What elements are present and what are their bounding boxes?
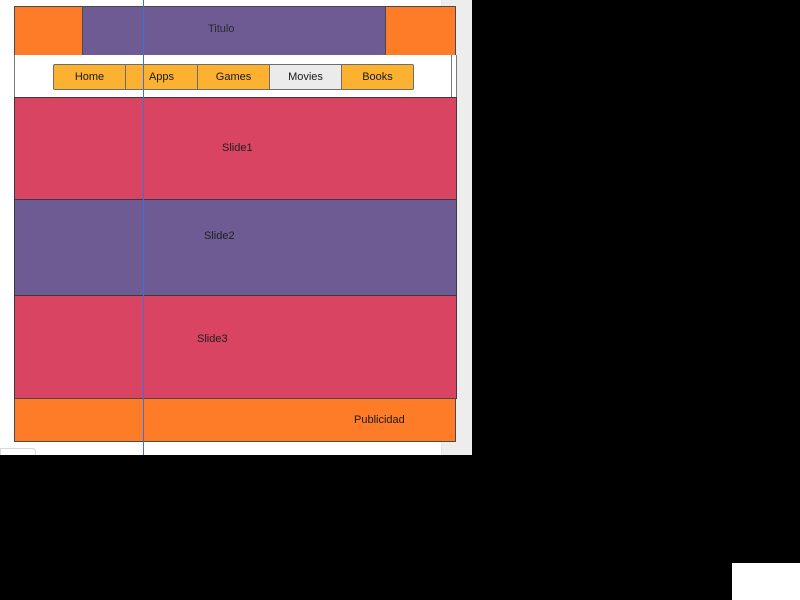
white-patch bbox=[732, 563, 800, 600]
slide-3: Slide3 bbox=[14, 295, 457, 399]
vertical-guide-line[interactable] bbox=[143, 0, 144, 455]
tab-games[interactable]: Games bbox=[197, 64, 270, 90]
header-title-block: Titulo bbox=[82, 7, 386, 55]
slide-2: Slide2 bbox=[14, 199, 457, 296]
tab-home[interactable]: Home bbox=[53, 64, 126, 90]
slide-1-label: Slide1 bbox=[222, 142, 253, 154]
nav-tabs: Home Apps Games Movies Books bbox=[53, 64, 414, 90]
nav-bar-divider bbox=[451, 55, 452, 97]
slide-2-label: Slide2 bbox=[204, 230, 235, 242]
browser-viewport: Titulo Home Apps Games Movies Books Slid… bbox=[0, 0, 472, 455]
tab-apps[interactable]: Apps bbox=[125, 64, 198, 90]
footer-ad-label: Publicidad bbox=[354, 414, 405, 426]
header-banner: Titulo bbox=[14, 6, 456, 56]
nav-bar: Home Apps Games Movies Books bbox=[14, 55, 457, 97]
slide-1: Slide1 bbox=[14, 97, 457, 200]
tab-books[interactable]: Books bbox=[341, 64, 414, 90]
footer-ad-banner: Publicidad bbox=[14, 398, 456, 442]
tab-movies[interactable]: Movies bbox=[269, 64, 342, 90]
slide-3-label: Slide3 bbox=[197, 333, 228, 345]
page-title: Titulo bbox=[208, 23, 235, 35]
corner-tab[interactable] bbox=[0, 448, 36, 455]
